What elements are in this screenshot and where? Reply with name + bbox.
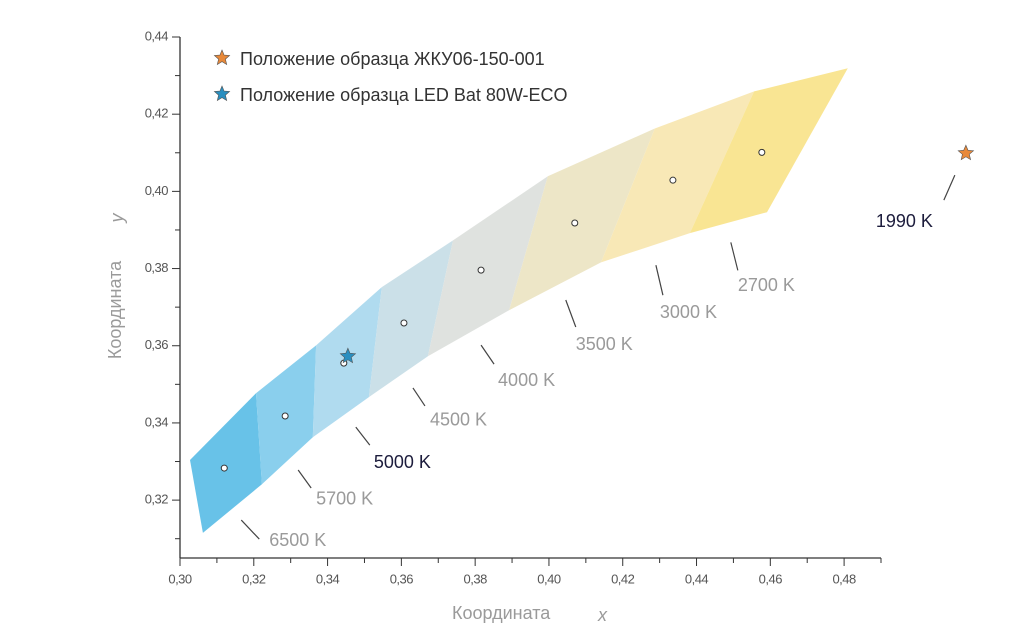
cct-label: 2700 K xyxy=(738,275,795,295)
cct-region xyxy=(190,393,262,533)
x-tick-label: 0,30 xyxy=(168,571,192,586)
region-center xyxy=(669,176,677,184)
cct-region xyxy=(368,240,453,398)
cct-region xyxy=(427,176,548,357)
leader-line xyxy=(565,299,577,328)
y-tick-label: 0,44 xyxy=(145,28,169,43)
cct-label: 4500 K xyxy=(430,410,487,430)
cct-label: 4000 K xyxy=(498,370,555,390)
region-center xyxy=(477,266,485,274)
leader-line xyxy=(730,242,739,271)
x-tick-label: 0,48 xyxy=(832,571,856,586)
leader-line xyxy=(355,426,371,446)
x-tick-label: 0,44 xyxy=(685,571,709,586)
sample-label: 1990 K xyxy=(876,211,933,231)
leader-line xyxy=(480,344,495,365)
cct-label: 3000 K xyxy=(660,302,717,322)
legend-marker xyxy=(213,49,231,66)
x-tick-label: 0,36 xyxy=(390,571,414,586)
leader-line xyxy=(412,387,426,407)
x-axis-label: Координата xyxy=(452,603,551,623)
x-tick-label: 0,34 xyxy=(316,571,340,586)
cct-region xyxy=(601,91,755,263)
y-axis-label: Координата xyxy=(105,260,125,359)
region-center xyxy=(220,464,228,472)
y-tick-label: 0,36 xyxy=(145,337,169,352)
y-tick-label: 0,34 xyxy=(145,414,169,429)
sample-marker xyxy=(957,144,975,161)
leader-line xyxy=(240,519,260,540)
x-tick-label: 0,38 xyxy=(464,571,488,586)
cct-region xyxy=(509,128,655,311)
region-center xyxy=(571,219,579,227)
legend-marker xyxy=(213,85,231,102)
y-tick-label: 0,42 xyxy=(145,106,169,121)
x-tick-label: 0,32 xyxy=(242,571,266,586)
y-tick-label: 0,38 xyxy=(145,260,169,275)
legend-label: Положение образца LED Bat 80W-ECO xyxy=(240,85,568,105)
region-center xyxy=(281,412,289,420)
legend-label: Положение образца ЖКУ06-150-001 xyxy=(240,49,545,69)
x-tick-label: 0,40 xyxy=(537,571,561,586)
cct-region xyxy=(312,287,382,438)
cct-label: 6500 K xyxy=(269,530,326,550)
cct-label: 3500 K xyxy=(576,334,633,354)
x-axis-symbol: x xyxy=(597,605,608,625)
cct-region xyxy=(689,68,848,234)
leader-line xyxy=(943,174,956,201)
y-tick-label: 0,32 xyxy=(145,492,169,507)
sample-marker xyxy=(339,347,357,364)
leader-line xyxy=(297,469,312,489)
y-tick-label: 0,40 xyxy=(145,183,169,198)
cct-label: 5700 K xyxy=(316,489,373,509)
leader-line xyxy=(655,265,664,296)
x-tick-label: 0,46 xyxy=(759,571,783,586)
region-center xyxy=(400,319,408,327)
cct-label: 5000 K xyxy=(374,452,431,472)
x-tick-label: 0,42 xyxy=(611,571,635,586)
region-center xyxy=(758,148,766,156)
y-axis-symbol: y xyxy=(107,213,127,225)
